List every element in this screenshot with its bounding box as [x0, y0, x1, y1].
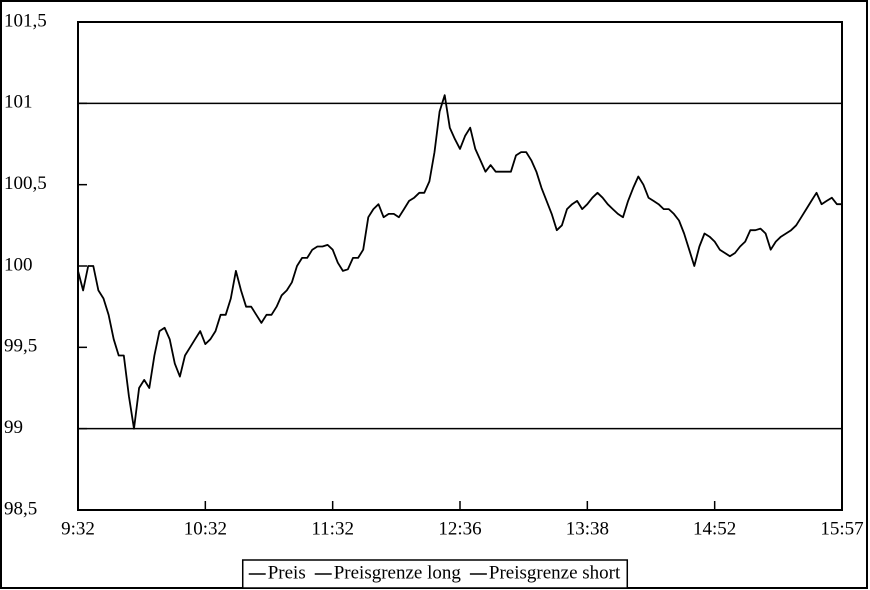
legend-label: Preisgrenze short	[489, 562, 621, 583]
x-tick-label: 11:32	[311, 518, 354, 539]
x-tick-label: 12:36	[438, 518, 481, 539]
x-tick-label: 13:38	[566, 518, 609, 539]
x-tick-label: 10:32	[184, 518, 227, 539]
y-tick-label: 99,5	[4, 336, 37, 357]
x-tick-label: 9:32	[61, 518, 95, 539]
y-tick-label: 100,5	[4, 173, 47, 194]
price-line	[77, 94, 842, 430]
legend-box	[241, 559, 629, 589]
x-tick-label: 15:57	[820, 518, 863, 539]
y-tick-label: 98,5	[4, 498, 37, 519]
legend-label: Preis	[268, 562, 306, 583]
plot-area	[77, 21, 843, 511]
y-tick-label: 101,5	[4, 10, 47, 31]
y-tick-label: 99	[4, 417, 23, 438]
legend-label: Preisgrenze long	[334, 562, 462, 583]
y-tick-label: 100	[4, 254, 33, 275]
x-tick-label: 14:52	[693, 518, 736, 539]
y-tick-label: 101	[4, 92, 33, 113]
